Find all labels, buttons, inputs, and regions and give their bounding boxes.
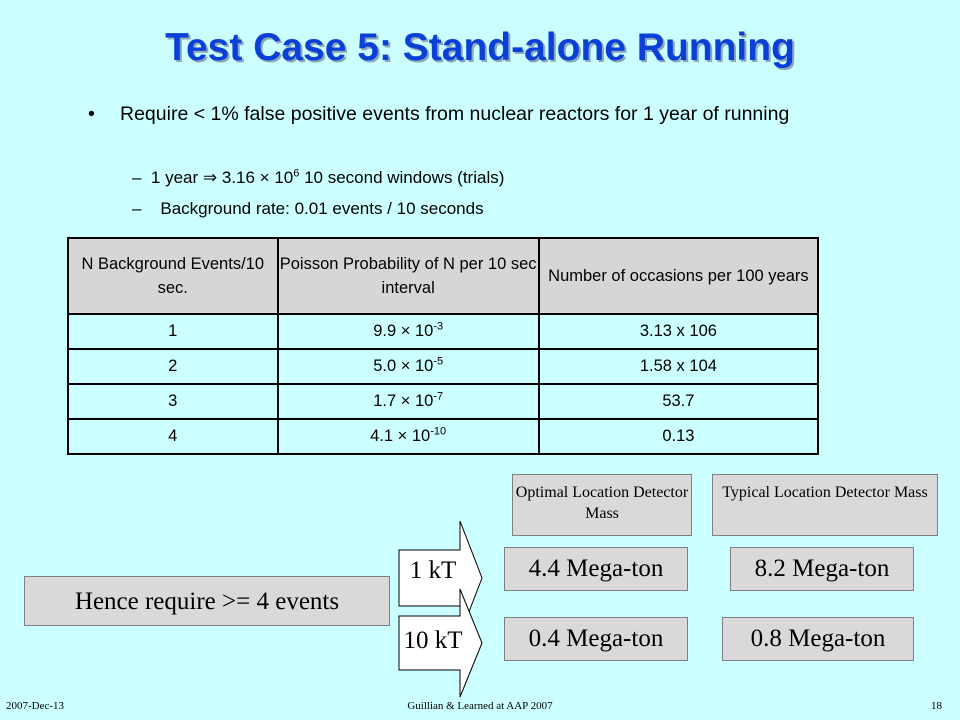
- cell-probability: 4.1 × 10-10: [276, 418, 540, 455]
- cell-occasions: 3.13 x 106: [537, 313, 820, 350]
- header-poisson-probability: Poisson Probability of N per 10 sec inte…: [276, 237, 540, 315]
- cell-n: 3: [67, 383, 279, 420]
- typical-1kt-mass: 8.2 Mega-ton: [730, 547, 914, 591]
- table-row: 2 5.0 × 10-5 1.58 x 104: [67, 348, 820, 385]
- sub1-exponent: 6: [293, 167, 300, 180]
- sub-bullet-background: – Background rate: 0.01 events / 10 seco…: [132, 198, 484, 220]
- main-bullet-text: Require < 1% false positive events from …: [120, 103, 790, 125]
- optimal-location-header: Optimal Location Detector Mass: [512, 474, 692, 536]
- header-occasions: Number of occasions per 100 years: [537, 237, 820, 315]
- typical-10kt-mass: 0.8 Mega-ton: [722, 617, 914, 661]
- cell-occasions: 0.13: [537, 418, 820, 455]
- sub-bullet-dash: –: [132, 168, 142, 187]
- main-bullet: • Require < 1% false positive events fro…: [88, 101, 868, 127]
- cell-n: 2: [67, 348, 279, 385]
- cell-n: 1: [67, 313, 279, 350]
- sub-bullet-dash: –: [132, 199, 142, 218]
- cell-probability: 9.9 × 10-3: [276, 313, 540, 350]
- table-header-row: N Background Events/10 sec. Poisson Prob…: [67, 237, 820, 315]
- typical-location-header: Typical Location Detector Mass: [712, 474, 938, 536]
- header-n-background: N Background Events/10 sec.: [67, 237, 279, 315]
- sub1-prefix: 1 year ⇒ 3.16 × 10: [150, 168, 294, 187]
- poisson-table: N Background Events/10 sec. Poisson Prob…: [67, 237, 820, 455]
- sub2-text: Background rate: 0.01 events / 10 second…: [160, 199, 484, 218]
- cell-occasions: 53.7: [537, 383, 820, 420]
- footer-presenter: Guillian & Learned at AAP 2007: [407, 700, 553, 712]
- slide-title: Test Case 5: Stand-alone Running: [165, 26, 795, 69]
- table-row: 4 4.1 × 10-10 0.13: [67, 418, 820, 455]
- cell-probability: 1.7 × 10-7: [276, 383, 540, 420]
- optimal-10kt-mass: 0.4 Mega-ton: [504, 617, 688, 661]
- cell-occasions: 1.58 x 104: [537, 348, 820, 385]
- arrow-10kt-icon: [398, 588, 483, 698]
- label-10kt: 10 kT: [403, 627, 463, 654]
- footer-date: 2007-Dec-13: [6, 700, 65, 712]
- cell-probability: 5.0 × 10-5: [276, 348, 540, 385]
- label-1kt: 1 kT: [409, 557, 457, 584]
- cell-n: 4: [67, 418, 279, 455]
- sub-bullet-trials: – 1 year ⇒ 3.16 × 106 10 second windows …: [132, 167, 504, 189]
- page-number: 18: [931, 700, 942, 712]
- optimal-1kt-mass: 4.4 Mega-ton: [504, 547, 688, 591]
- bullet-dot: •: [88, 103, 95, 125]
- conclusion-box: Hence require >= 4 events: [24, 576, 390, 626]
- table-row: 1 9.9 × 10-3 3.13 x 106: [67, 313, 820, 350]
- sub1-suffix: 10 second windows (trials): [299, 168, 505, 187]
- table-row: 3 1.7 × 10-7 53.7: [67, 383, 820, 420]
